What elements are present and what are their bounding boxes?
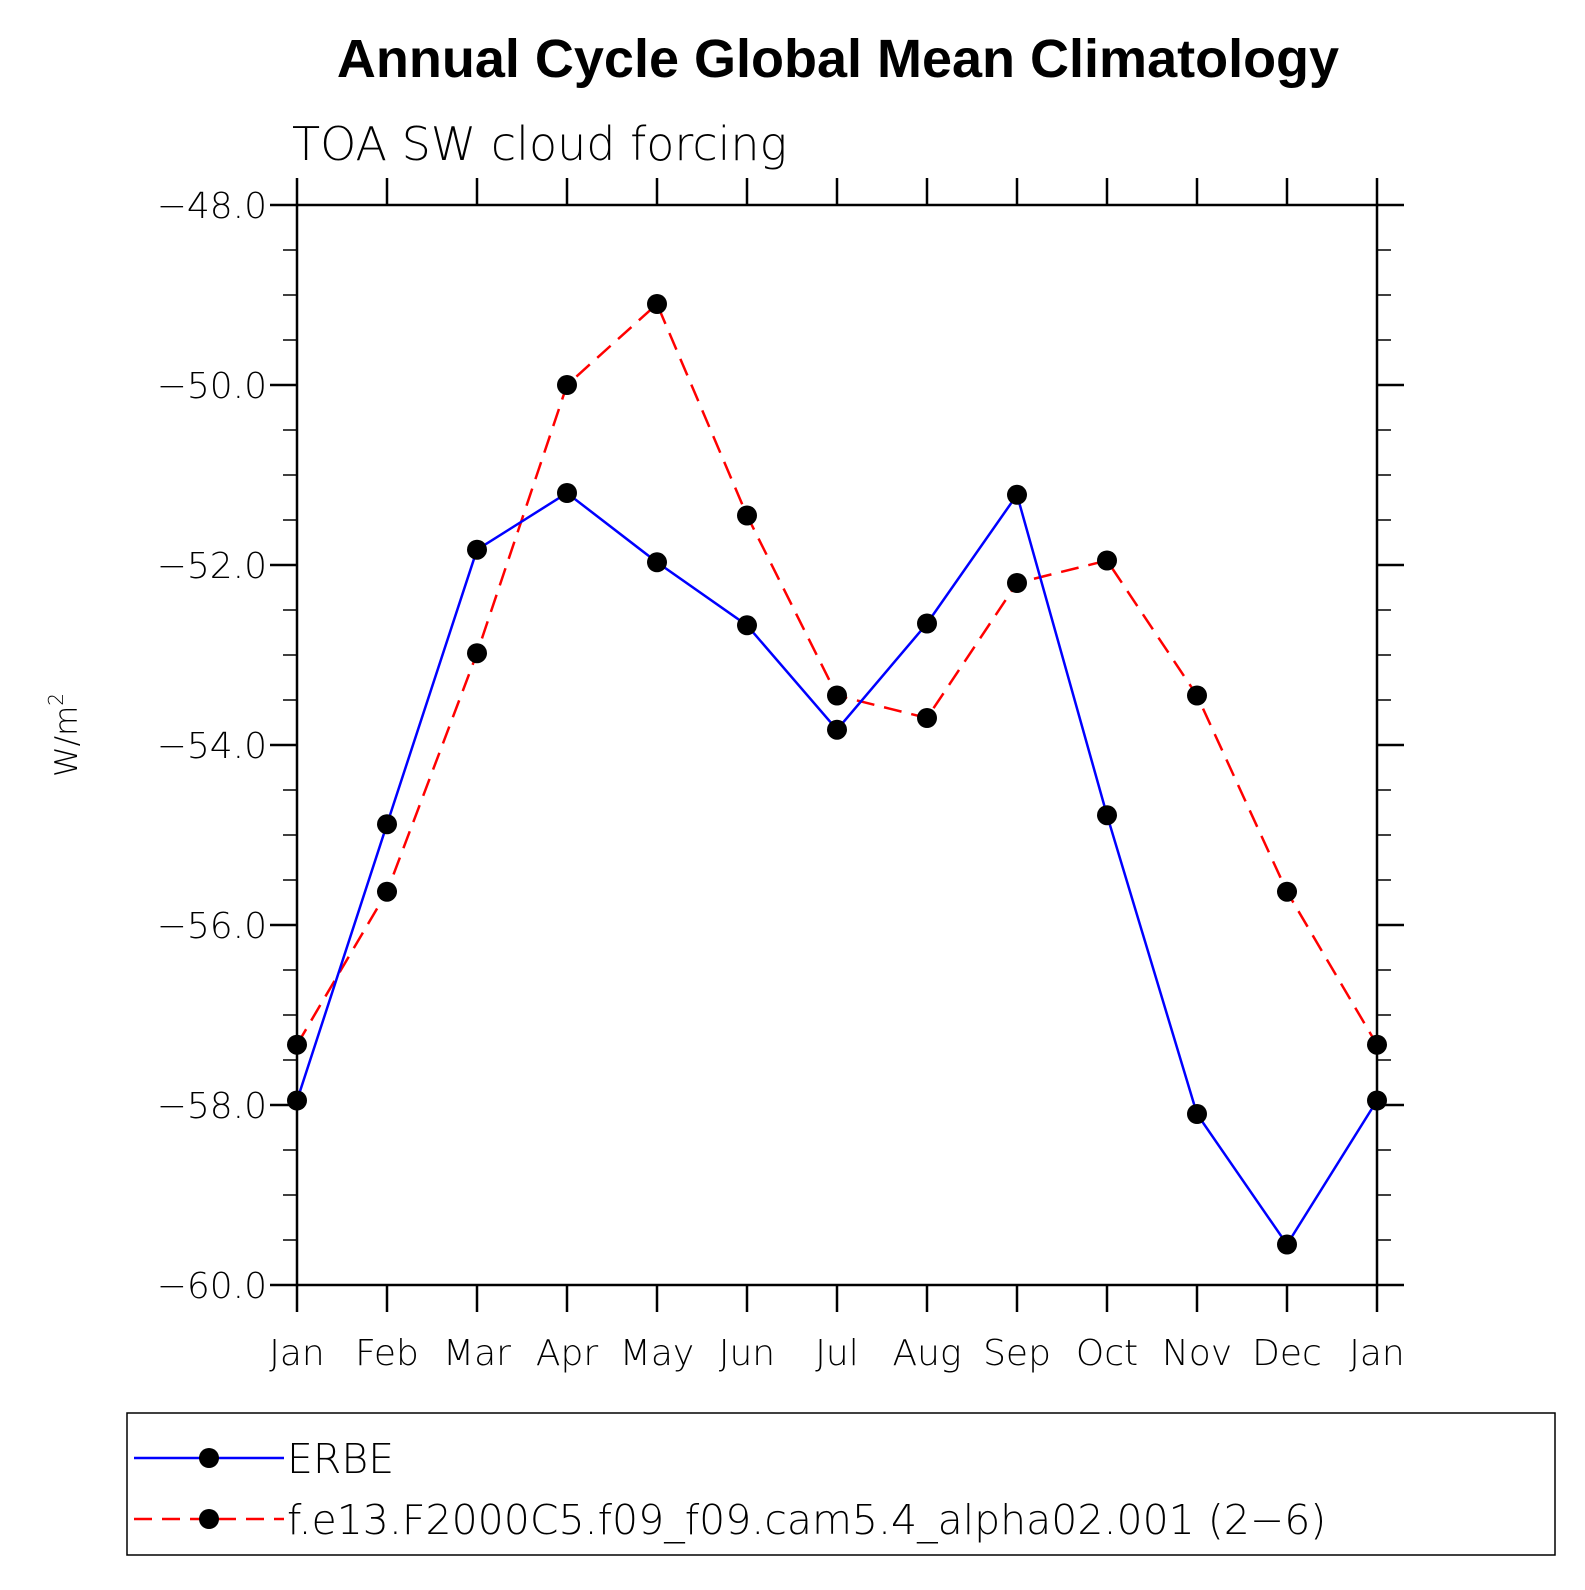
svg-text:W/m2: W/m2: [44, 693, 85, 777]
data-point-erbe: [647, 552, 667, 573]
x-tick-label: Jun: [719, 1333, 775, 1374]
y-axis-label: W/m2: [44, 693, 85, 777]
x-tick-label: Aug: [892, 1333, 961, 1374]
data-point-erbe: [287, 1090, 307, 1111]
data-point-model: [467, 643, 487, 664]
data-point-model: [1007, 573, 1027, 593]
plot-frame: [295, 203, 1379, 1287]
data-point-model: [1367, 1034, 1387, 1055]
data-point-model: [287, 1034, 307, 1055]
x-tick-label: Mar: [443, 1333, 511, 1374]
data-point-model: [557, 375, 577, 395]
series-line-model: [295, 301, 1379, 1046]
x-tick-label: May: [620, 1333, 694, 1374]
y-tick-label: −56.0: [157, 906, 267, 947]
data-point-erbe: [557, 483, 577, 503]
data-point-erbe: [467, 539, 487, 560]
y-axis-label-text: W/m: [49, 706, 85, 777]
x-tick-label: Sep: [983, 1333, 1051, 1374]
data-point-model: [827, 685, 847, 706]
legend-label-model: f.e13.F2000C5.f09_f09.cam5.4_alpha02.001…: [287, 1496, 1326, 1544]
chart-subtitle: TOA SW cloud forcing: [292, 117, 787, 171]
legend-marker-erbe: [199, 1448, 219, 1468]
x-tick-label: Oct: [1076, 1333, 1138, 1374]
chart-title: Annual Cycle Global Mean Climatology: [337, 29, 1339, 89]
data-point-erbe: [827, 719, 847, 740]
x-tick-label: Nov: [1162, 1333, 1232, 1374]
y-tick-label: −60.0: [157, 1266, 267, 1307]
data-point-model: [647, 294, 667, 314]
data-point-erbe: [1277, 1234, 1297, 1255]
legend-box: [126, 1412, 1556, 1556]
legend: ERBE f.e13.F2000C5.f09_f09.cam5.4_alpha02…: [126, 1412, 1556, 1556]
data-point-erbe: [1097, 805, 1117, 826]
x-tick-label: Jul: [815, 1333, 858, 1374]
y-tick-label: −58.0: [157, 1086, 267, 1127]
y-tick-label: −48.0: [157, 186, 267, 227]
x-tick-label: Apr: [536, 1333, 598, 1374]
x-tick-label: Jan: [269, 1333, 325, 1374]
data-point-erbe: [917, 613, 937, 634]
data-point-model: [737, 505, 757, 526]
data-point-erbe: [1367, 1090, 1387, 1111]
data-point-model: [1097, 550, 1117, 571]
data-point-model: [1277, 881, 1297, 902]
data-point-erbe: [1187, 1104, 1207, 1124]
data-point-model: [377, 881, 397, 902]
legend-label-erbe: ERBE: [287, 1435, 394, 1483]
data-point-model: [1187, 685, 1207, 706]
y-tick-label: −50.0: [157, 366, 267, 407]
data-point-erbe: [1007, 484, 1027, 505]
series-line-erbe: [295, 491, 1379, 1247]
x-tick-label: Jan: [1349, 1333, 1405, 1374]
data-point-model: [917, 708, 937, 728]
legend-marker-model: [199, 1509, 219, 1529]
x-tick-label: Dec: [1252, 1333, 1322, 1374]
y-tick-label: −52.0: [157, 546, 267, 587]
data-point-erbe: [737, 615, 757, 636]
x-tick-label: Feb: [355, 1333, 419, 1374]
data-point-erbe: [377, 814, 397, 835]
y-tick-label: −54.0: [157, 726, 267, 767]
y-axis-label-superscript: 2: [44, 693, 68, 706]
